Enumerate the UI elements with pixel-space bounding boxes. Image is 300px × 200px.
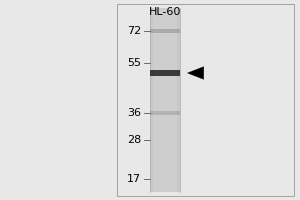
Text: HL-60: HL-60 (149, 7, 181, 17)
Bar (150, 70, 180, 76)
Text: 55: 55 (127, 58, 141, 68)
Bar (150, 8, 180, 192)
Bar (150, 111, 180, 115)
Text: 28: 28 (127, 135, 141, 145)
Polygon shape (188, 67, 204, 79)
Text: 17: 17 (127, 174, 141, 184)
Text: 72: 72 (127, 26, 141, 36)
Bar (150, 29, 180, 33)
Bar (117, 4, 294, 196)
Bar (153, 8, 177, 192)
Text: 36: 36 (127, 108, 141, 118)
